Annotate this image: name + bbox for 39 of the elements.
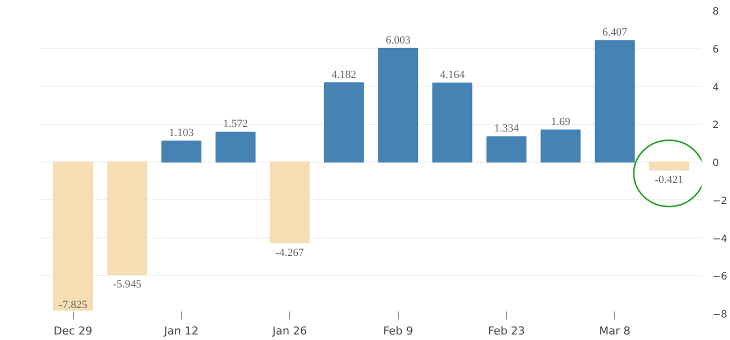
bar [216, 132, 256, 162]
data-label: 6.003 [386, 34, 411, 46]
x-tick-label: Mar 8 [599, 324, 630, 338]
x-tick-label: Feb 9 [383, 324, 414, 338]
y-tick-label: 0 [712, 158, 719, 169]
y-tick-label: 6 [712, 44, 719, 56]
data-label: -7.825 [58, 299, 88, 312]
data-label: 1.103 [168, 127, 194, 140]
bar [324, 82, 364, 162]
bar [540, 129, 581, 162]
data-label: 4.164 [440, 69, 466, 82]
bar [378, 48, 418, 162]
bar [270, 162, 310, 244]
y-tick-label: 2 [712, 120, 719, 132]
x-tick-label: Dec 29 [54, 324, 92, 338]
data-label: 1.69 [551, 116, 571, 128]
data-label: 6.407 [602, 26, 628, 39]
x-tick-label: Jan 12 [163, 324, 199, 338]
data-label: -0.421 [654, 174, 684, 186]
bar [53, 162, 94, 311]
bar [432, 82, 472, 162]
y-tick-label: −8 [712, 310, 728, 320]
y-tick-label: 8 [712, 6, 719, 18]
y-tick-label: −2 [712, 196, 728, 207]
data-label: 4.182 [332, 68, 356, 81]
bar [648, 162, 689, 170]
y-tick-label: −4 [712, 234, 728, 245]
x-tick-label: Jan 26 [272, 324, 307, 338]
data-label: -5.945 [112, 278, 142, 291]
bar [107, 162, 148, 276]
x-tick-label: Feb 23 [488, 324, 525, 338]
data-label: 1.572 [223, 118, 248, 130]
y-tick-label: −6 [712, 272, 728, 283]
data-label: 1.334 [494, 122, 520, 135]
bar [486, 136, 526, 162]
bar [161, 140, 202, 162]
data-label: -4.267 [276, 246, 304, 259]
y-tick-label: 4 [712, 82, 719, 94]
bar [594, 40, 635, 162]
